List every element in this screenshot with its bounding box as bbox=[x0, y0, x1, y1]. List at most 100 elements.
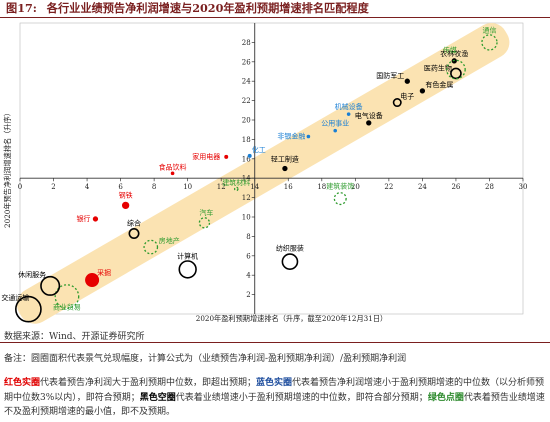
x-tick-label: 20 bbox=[351, 183, 360, 191]
data-point bbox=[233, 186, 239, 192]
x-tick-label: 18 bbox=[317, 183, 326, 191]
data-label: 农林牧渔 bbox=[440, 49, 468, 58]
x-tick-label: 0 bbox=[18, 183, 22, 191]
data-point bbox=[143, 239, 159, 255]
data-point bbox=[306, 134, 311, 139]
x-tick-label: 26 bbox=[451, 183, 460, 191]
figure-title: 图17: 各行业业绩预告净利润增速与2020年盈利预期增速排名匹配程度 bbox=[0, 0, 550, 18]
diagonal-band bbox=[16, 22, 510, 324]
data-label: 电子 bbox=[400, 92, 414, 101]
data-label: 纺织服装 bbox=[276, 244, 304, 253]
x-tick-label: 16 bbox=[284, 183, 293, 191]
data-point bbox=[446, 59, 466, 80]
data-label: 轻工制造 bbox=[271, 155, 299, 164]
y-tick-label: 8 bbox=[246, 233, 250, 241]
legend-red-title: 红色实圈 bbox=[4, 378, 41, 388]
data-point bbox=[481, 34, 498, 51]
data-point bbox=[419, 88, 426, 94]
y-tick-label: 2 bbox=[246, 291, 250, 299]
data-point bbox=[178, 260, 197, 279]
y-tick-label: 10 bbox=[242, 214, 251, 222]
data-label: 公用事业 bbox=[321, 119, 349, 128]
x-tick-label: 2 bbox=[51, 183, 55, 191]
data-label: 电气设备 bbox=[355, 111, 383, 120]
data-label: 交通运输 bbox=[1, 293, 29, 302]
data-label: 建筑材料 bbox=[222, 178, 250, 187]
divider bbox=[0, 342, 550, 343]
data-point bbox=[198, 217, 211, 229]
data-label: 非银金融 bbox=[277, 131, 305, 140]
data-label: 化工 bbox=[252, 145, 266, 154]
data-point bbox=[281, 253, 299, 270]
y-tick-label: 22 bbox=[242, 97, 251, 105]
legend-green-text: 代表着预告业绩增速不及盈利预期增速的最小值，即不及预期。 bbox=[4, 392, 545, 418]
legend-description: 红色实圈代表着预告净利润大于盈利预期中位数，即超出预期；蓝色实圈代表着预告净利润… bbox=[4, 376, 548, 420]
data-point bbox=[92, 216, 99, 222]
x-tick-label: 24 bbox=[418, 183, 427, 191]
y-axis-title: 2020年预告净利润增速排名（升序） bbox=[3, 109, 12, 228]
data-label: 钢铁 bbox=[119, 190, 133, 199]
data-source: 数据来源：Wind、开源证券研究所 bbox=[4, 332, 145, 342]
footnote: 备注：圆圈面积代表景气兑现幅度，计算公式为（业绩预告净利润-盈利预期净利润）/盈… bbox=[4, 354, 407, 364]
data-label: 通信 bbox=[482, 25, 496, 34]
plot-frame bbox=[19, 22, 524, 315]
data-label: 家用电器 bbox=[192, 152, 220, 161]
y-tick-label: 26 bbox=[242, 58, 251, 66]
data-label: 有色金属 bbox=[425, 80, 453, 89]
x-tick-label: 12 bbox=[217, 183, 226, 191]
y-tick-label: 4 bbox=[246, 272, 251, 280]
data-point bbox=[333, 192, 347, 206]
x-tick-label: 22 bbox=[384, 183, 393, 191]
y-tick-label: 28 bbox=[242, 39, 251, 47]
data-label: 银行 bbox=[76, 214, 90, 223]
data-label: 医药生物 bbox=[424, 63, 452, 72]
data-label: 国防军工 bbox=[376, 71, 404, 80]
data-point bbox=[128, 227, 140, 239]
data-point bbox=[282, 165, 288, 172]
x-tick-label: 6 bbox=[118, 183, 123, 191]
data-label: 汽车 bbox=[199, 208, 213, 217]
scatter-chart: 0 2 4 6 8 10 12 14 16 18 20 22 24 26 28 302468101214161… bbox=[1, 22, 528, 324]
data-label: 综合 bbox=[127, 218, 141, 227]
legend-black-title: 黑色空圈 bbox=[139, 392, 176, 403]
data-point bbox=[54, 284, 80, 309]
data-label: 休闲服务 bbox=[18, 270, 46, 279]
data-point bbox=[346, 112, 351, 116]
data-point bbox=[404, 78, 410, 84]
legend-black-text: 代表着业绩增速小于盈利预期增速的中位数，即符合部分预期； bbox=[175, 392, 428, 403]
data-point bbox=[366, 120, 372, 126]
data-label: 房地产 bbox=[159, 236, 180, 245]
data-point bbox=[224, 154, 229, 159]
legend-red-text: 代表着预告净利润大于盈利预期中位数，即超出预期； bbox=[40, 378, 257, 388]
data-point bbox=[121, 201, 130, 210]
y-tick-label: 14 bbox=[242, 175, 251, 183]
data-label: 机械设备 bbox=[335, 102, 363, 111]
y-tick-label: 20 bbox=[242, 117, 251, 125]
y-tick-label: 16 bbox=[242, 155, 251, 163]
data-point bbox=[85, 273, 100, 288]
y-tick-label: 24 bbox=[242, 78, 251, 86]
data-point bbox=[247, 153, 252, 158]
data-label: 建筑装饰 bbox=[326, 182, 354, 191]
x-tick-label: 28 bbox=[485, 183, 494, 191]
y-tick-label: 18 bbox=[242, 136, 251, 144]
data-point bbox=[392, 98, 402, 108]
data-point bbox=[450, 67, 462, 80]
x-tick-label: 30 bbox=[519, 183, 528, 191]
data-label: 计算机 bbox=[177, 251, 198, 260]
data-label: 传媒 bbox=[443, 46, 457, 55]
y-tick-label: 6 bbox=[246, 252, 251, 260]
x-tick-label: 14 bbox=[250, 183, 259, 191]
x-tick-label: 8 bbox=[152, 183, 156, 191]
figure-title-text: 各行业业绩预告净利润增速与2020年盈利预期增速排名匹配程度 bbox=[46, 1, 369, 15]
data-point bbox=[15, 295, 42, 323]
legend-green-title: 绿色点圈 bbox=[427, 392, 464, 403]
data-label: 商业贸易 bbox=[53, 303, 81, 312]
x-axis-title: 2020年盈利预期增速排名（升序，截至2020年12月31日） bbox=[196, 314, 387, 323]
legend-blue-title: 蓝色实圈 bbox=[256, 378, 293, 388]
data-point bbox=[40, 275, 61, 296]
data-label: 食品饮料 bbox=[159, 162, 187, 171]
legend-blue-text: 代表着预告净利润增速小于盈利预期增速的中位数（以分析师预期中位数3%以内），即符… bbox=[4, 378, 545, 403]
x-tick-label: 10 bbox=[183, 183, 192, 191]
data-point bbox=[333, 128, 338, 133]
